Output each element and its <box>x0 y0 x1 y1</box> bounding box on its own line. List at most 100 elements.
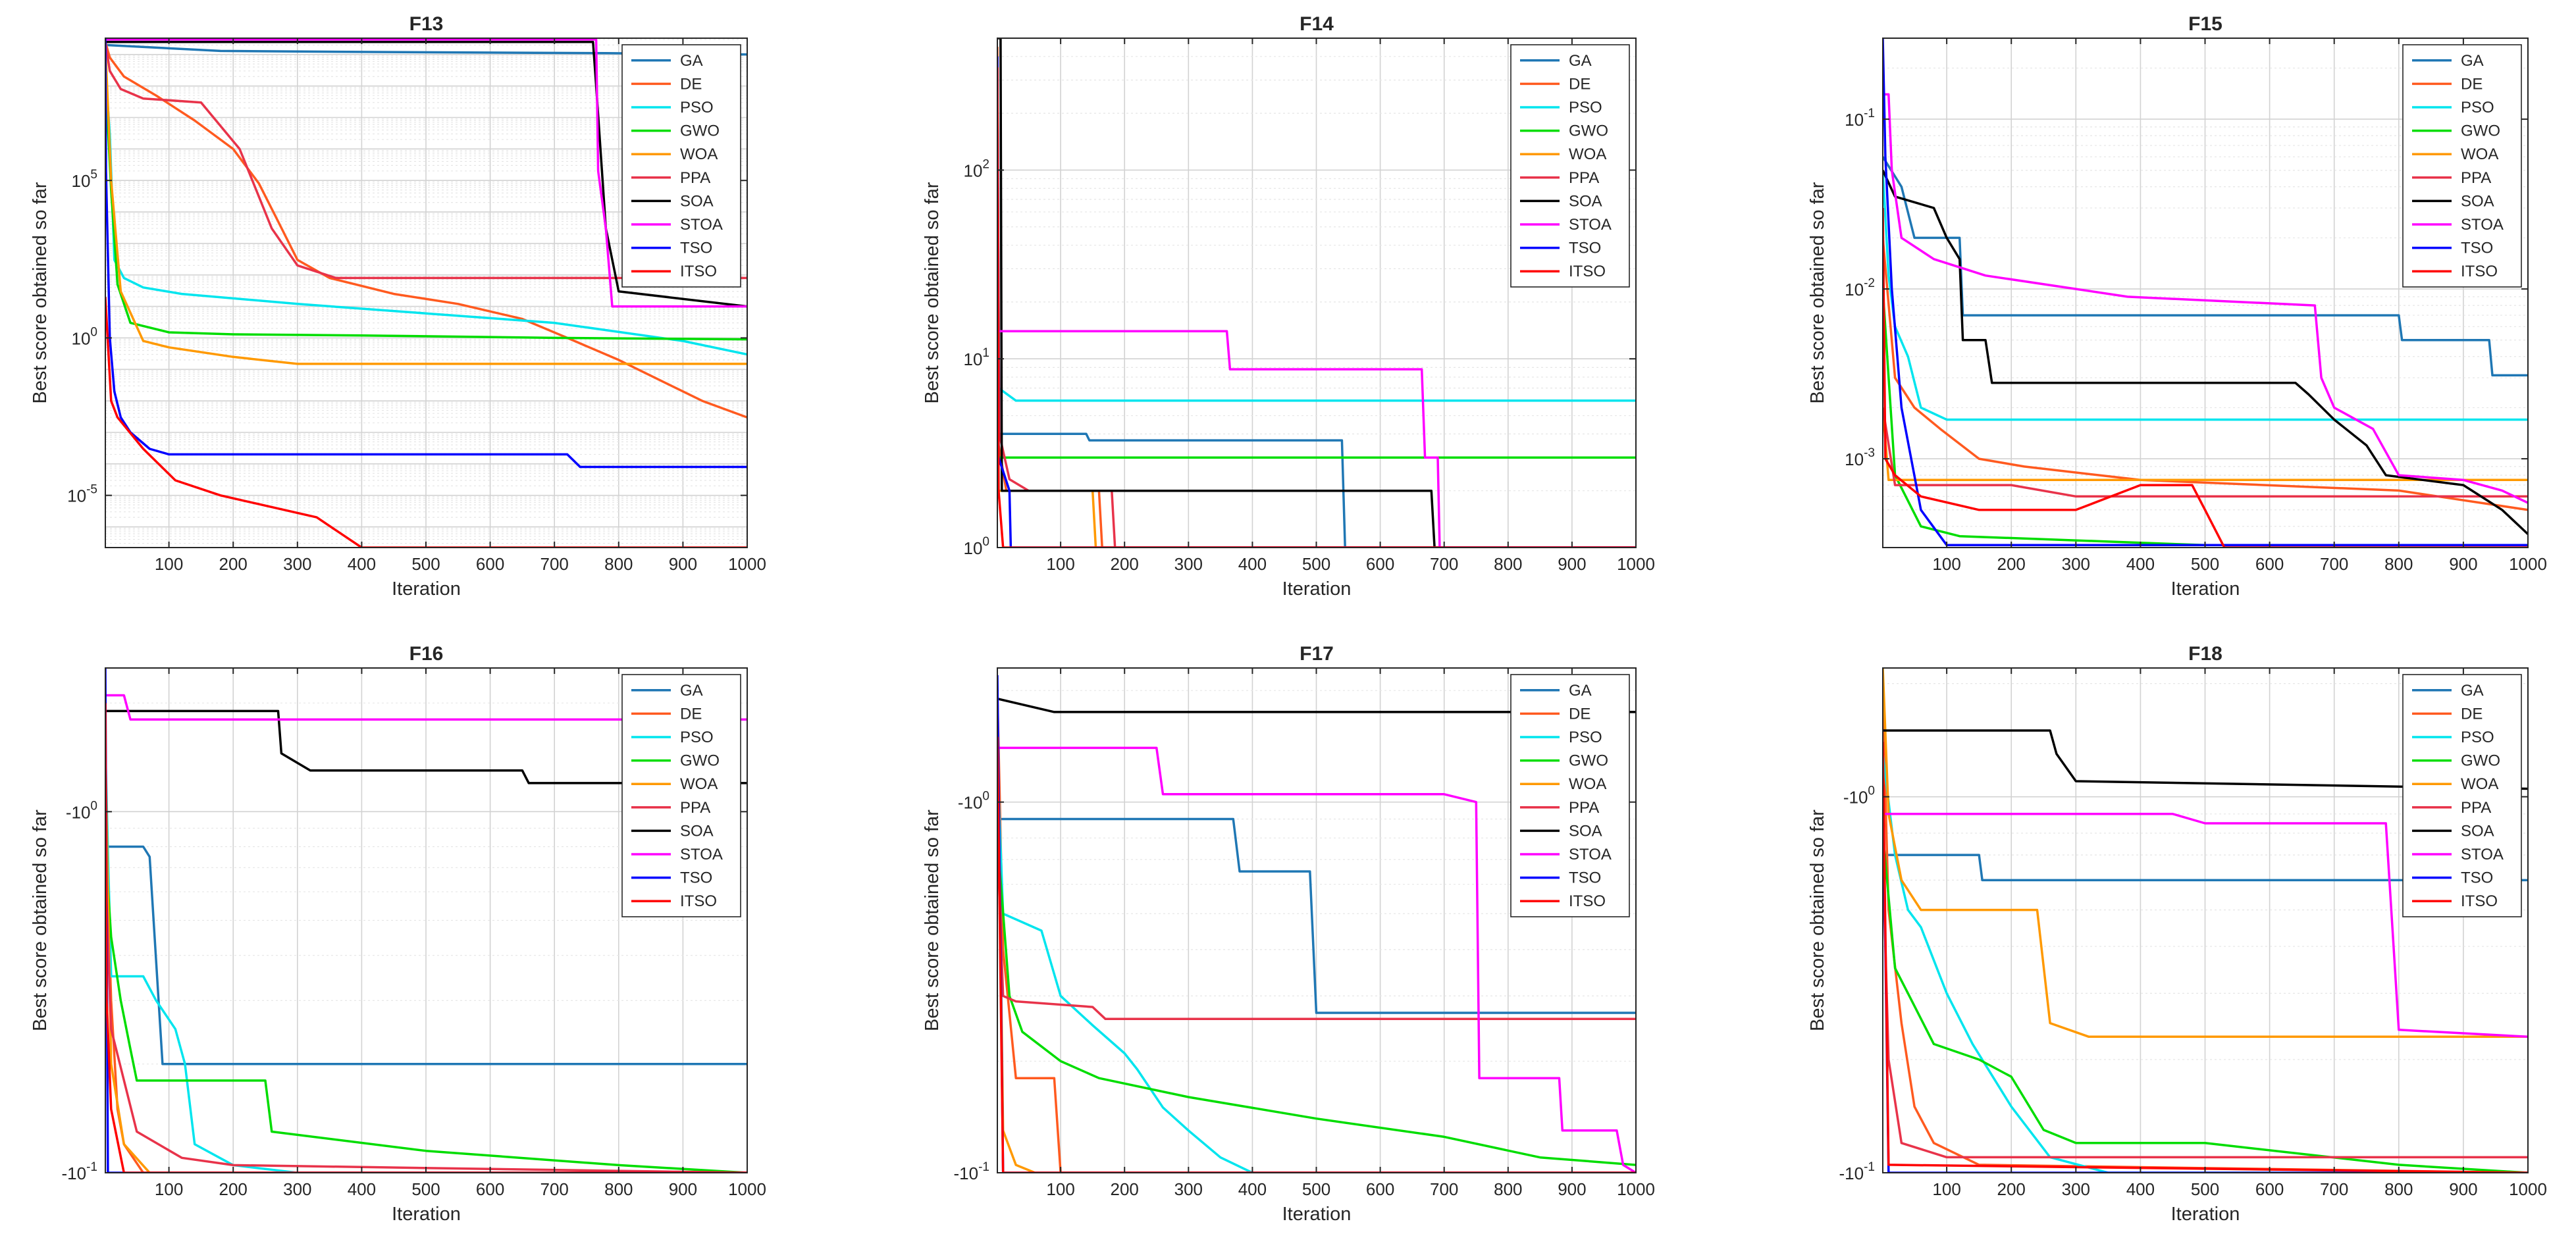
x-tick-label: 500 <box>411 554 440 574</box>
series-stoa <box>1883 93 2528 504</box>
x-tick-label: 400 <box>348 554 376 574</box>
x-tick-label: 400 <box>1238 554 1267 574</box>
series-itso <box>997 736 1636 1173</box>
y-axis-label: Best score obtained so far <box>922 809 943 1031</box>
x-tick-label: 900 <box>669 554 697 574</box>
x-axis-label: Iteration <box>1282 1204 1352 1225</box>
x-tick-label: 700 <box>2320 554 2348 574</box>
x-tick-label: 100 <box>1046 1179 1074 1199</box>
plot-area <box>105 668 747 1173</box>
y-tick-label: 100 <box>964 535 990 558</box>
series-gwo <box>997 838 1636 1166</box>
legend-label-ppa: PPA <box>680 799 710 817</box>
legend: GA DE PSO GWO WOA PPA SOA STOA TSO ITSO <box>2402 674 2522 917</box>
x-tick-label: 100 <box>1046 554 1074 574</box>
legend-label-gwo: GWO <box>2461 752 2500 770</box>
legend-label-tso: TSO <box>680 240 712 257</box>
legend-box <box>2402 44 2522 288</box>
legend-label-woa: WOA <box>1569 145 1606 163</box>
subplot-f14: 100 200 300 400 500 600 700 800 900 1000 100 101 102… <box>922 13 1655 600</box>
series-ppa <box>997 838 1636 1021</box>
legend-label-de: DE <box>2461 705 2483 723</box>
legend-label-de: DE <box>680 705 702 723</box>
subplot-f16: 100 200 300 400 500 600 700 800 900 1000 -100 -10-1… <box>30 643 766 1225</box>
legend-label-itso: ITSO <box>2461 263 2498 280</box>
chart-title: F16 <box>409 643 444 665</box>
subplot-f17: 100 200 300 400 500 600 700 800 900 1000 -100 -10-1… <box>922 643 1655 1225</box>
legend-label-gwo: GWO <box>680 752 720 770</box>
x-tick-label: 300 <box>283 1179 311 1199</box>
legend-label-soa: SOA <box>680 822 714 840</box>
x-tick-label: 700 <box>2320 1179 2348 1199</box>
series-itso <box>105 297 747 548</box>
series-ppa <box>1883 407 2528 498</box>
legend-label-stoa: STOA <box>1569 216 1612 234</box>
series-pso <box>1883 170 2528 421</box>
x-tick-label: 300 <box>283 554 311 574</box>
series-stoa <box>997 746 1636 1173</box>
y-tick-label: 105 <box>72 168 98 191</box>
series-ppa <box>105 41 747 280</box>
x-tick-label: 900 <box>1558 554 1586 574</box>
series-woa <box>105 45 747 365</box>
y-tick-label: 100 <box>72 325 98 348</box>
y-tick-label: -10-1 <box>62 1160 97 1183</box>
legend-label-itso: ITSO <box>1569 263 1606 280</box>
chart-title: F14 <box>1300 13 1334 35</box>
x-tick-label: 700 <box>540 1179 569 1199</box>
x-tick-label: 300 <box>2062 1179 2090 1199</box>
legend-label-woa: WOA <box>680 145 718 163</box>
chart-title: F15 <box>2188 13 2222 35</box>
series-pso <box>1883 754 2528 1173</box>
x-tick-label: 500 <box>2191 1179 2219 1199</box>
x-tick-label: 400 <box>348 1179 376 1199</box>
series-de <box>1883 238 2528 511</box>
x-tick-label: 800 <box>604 554 633 574</box>
x-tick-label: 100 <box>1932 1179 1960 1199</box>
x-tick-label: 1000 <box>1617 1179 1655 1199</box>
y-tick-label: 10-5 <box>67 483 97 506</box>
legend-label-stoa: STOA <box>1569 846 1612 863</box>
subplot-f13: 100 200 300 400 500 600 700 800 900 1000 105 100 10-… <box>30 13 766 600</box>
legend-label-tso: TSO <box>2461 869 2493 887</box>
legend-label-stoa: STOA <box>2461 216 2504 234</box>
legend-label-ga: GA <box>1569 52 1592 70</box>
legend-label-de: DE <box>680 75 702 93</box>
x-axis-label: Iteration <box>1282 578 1352 600</box>
subplot-f18: 100 200 300 400 500 600 700 800 900 1000 -100 -10-1… <box>1807 643 2547 1225</box>
legend-box <box>1510 44 1630 288</box>
x-tick-label: 800 <box>604 1179 633 1199</box>
legend: GA DE PSO GWO WOA PPA SOA STOA TSO ITSO <box>621 44 741 288</box>
legend-label-pso: PSO <box>1569 729 1602 746</box>
x-tick-label: 700 <box>540 554 569 574</box>
x-tick-label: 900 <box>2449 554 2477 574</box>
y-tick-label: -100 <box>1843 784 1875 808</box>
y-tick-label: -100 <box>66 799 97 822</box>
x-tick-label: 800 <box>2384 554 2413 574</box>
y-axis-label: Best score obtained so far <box>30 809 51 1031</box>
x-tick-label: 200 <box>1111 554 1139 574</box>
x-tick-label: 600 <box>476 1179 504 1199</box>
x-tick-label: 200 <box>1997 1179 2026 1199</box>
y-axis-label: Best score obtained so far <box>1807 182 1828 403</box>
series-woa <box>1883 668 2528 1039</box>
legend-box <box>621 674 741 917</box>
chart-title: F18 <box>2188 643 2222 665</box>
x-tick-label: 200 <box>219 554 248 574</box>
legend-label-stoa: STOA <box>2461 846 2504 863</box>
x-axis-label: Iteration <box>2171 578 2240 600</box>
legend-label-tso: TSO <box>1569 240 1601 257</box>
legend-label-ga: GA <box>2461 52 2484 70</box>
x-tick-label: 100 <box>1932 554 1960 574</box>
legend-label-soa: SOA <box>2461 192 2494 210</box>
series-gwo <box>105 846 747 1173</box>
legend-label-ga: GA <box>2461 682 2484 700</box>
legend-label-ppa: PPA <box>1569 799 1599 817</box>
legend-label-itso: ITSO <box>1569 892 1606 910</box>
series-soa <box>997 38 1636 548</box>
series-soa <box>1883 170 2528 535</box>
series-ga <box>997 817 1636 1014</box>
x-tick-label: 500 <box>2191 554 2219 574</box>
x-axis-label: Iteration <box>2171 1204 2240 1225</box>
